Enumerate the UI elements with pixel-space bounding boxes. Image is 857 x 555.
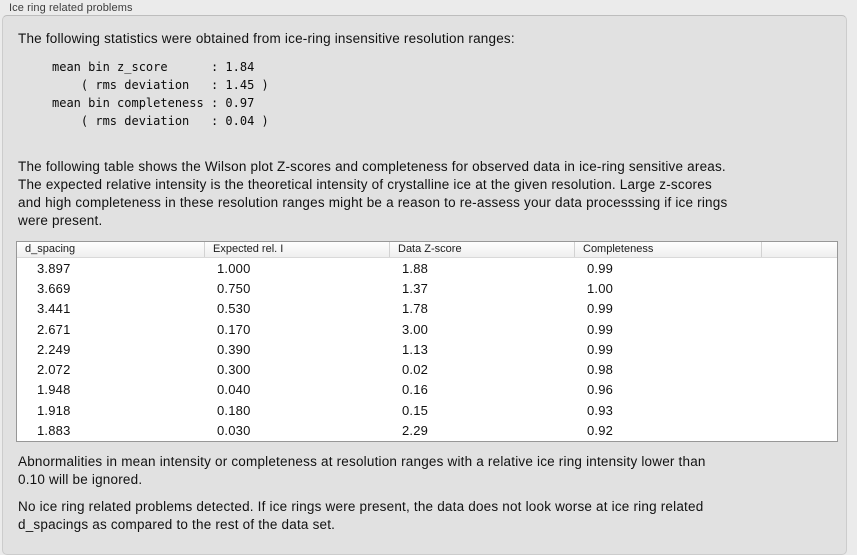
- cell: 1.88: [402, 260, 429, 276]
- cell: 0.92: [587, 423, 614, 439]
- stats-block: mean bin z_score : 1.84 ( rms deviation …: [52, 60, 269, 128]
- table-row[interactable]: 1.948 0.040 0.16 0.96: [17, 380, 837, 400]
- cell: 0.530: [217, 301, 251, 317]
- table-row[interactable]: 2.671 0.170 3.00 0.99: [17, 319, 837, 339]
- column-header-completeness[interactable]: Completeness: [574, 242, 761, 257]
- cell: 0.02: [402, 362, 429, 378]
- table-description: The following table shows the Wilson plo…: [18, 159, 728, 228]
- cell: 1.000: [217, 260, 251, 276]
- cell: 0.99: [587, 260, 614, 276]
- table-row[interactable]: 1.883 0.030 2.29 0.92: [17, 420, 837, 440]
- table-row[interactable]: 3.441 0.530 1.78 0.99: [17, 299, 837, 319]
- table-row[interactable]: 2.072 0.300 0.02 0.98: [17, 359, 837, 379]
- cell: 2.29: [402, 423, 429, 439]
- cell: 3.897: [37, 260, 71, 276]
- ice-ring-table: d_spacing Expected rel. I Data Z-score Comp…: [16, 241, 838, 442]
- column-header-data-z-score[interactable]: Data Z-score: [389, 242, 574, 257]
- intro-text: The following statistics were obtained f…: [18, 31, 515, 46]
- cell: 1.918: [37, 402, 71, 418]
- cell: 1.00: [587, 280, 614, 296]
- table-header-row: d_spacing Expected rel. I Data Z-score Comp…: [17, 242, 837, 258]
- cell: 0.180: [217, 402, 251, 418]
- cell: 0.390: [217, 341, 251, 357]
- cell: 0.96: [587, 382, 614, 398]
- cell: 0.170: [217, 321, 251, 337]
- cell: 1.948: [37, 382, 71, 398]
- cell: 2.671: [37, 321, 71, 337]
- cell: 1.37: [402, 280, 429, 296]
- cell: 0.040: [217, 382, 251, 398]
- cell: 1.883: [37, 423, 71, 439]
- cell: 0.750: [217, 280, 251, 296]
- cell: 3.441: [37, 301, 71, 317]
- table-row[interactable]: 1.918 0.180 0.15 0.93: [17, 400, 837, 420]
- cell: 0.15: [402, 402, 429, 418]
- table-row[interactable]: 3.897 1.000 1.88 0.99: [17, 258, 837, 278]
- cell: 0.99: [587, 301, 614, 317]
- ice-ring-panel: The following statistics were obtained f…: [2, 15, 847, 555]
- conclusion-text: No ice ring related problems detected. I…: [18, 498, 704, 532]
- ignore-note: Abnormalities in mean intensity or compl…: [18, 453, 706, 487]
- table-row[interactable]: 2.249 0.390 1.13 0.99: [17, 339, 837, 359]
- cell: 1.78: [402, 301, 429, 317]
- groupbox-title: Ice ring related problems: [9, 2, 133, 14]
- cell: 2.072: [37, 362, 71, 378]
- cell: 0.99: [587, 321, 614, 337]
- cell: 0.16: [402, 382, 429, 398]
- cell: 0.030: [217, 423, 251, 439]
- cell: 3.00: [402, 321, 429, 337]
- cell: 2.249: [37, 341, 71, 357]
- table-row[interactable]: 3.669 0.750 1.37 1.00: [17, 278, 837, 298]
- column-header-empty: [761, 242, 837, 257]
- cell: 0.93: [587, 402, 614, 418]
- column-header-d-spacing[interactable]: d_spacing: [25, 243, 76, 255]
- column-header-expected-rel-i[interactable]: Expected rel. I: [204, 242, 389, 257]
- table-body: 3.897 1.000 1.88 0.99 3.669 0.750 1.37 1.00 3.44…: [17, 258, 837, 441]
- cell: 3.669: [37, 280, 71, 296]
- cell: 0.98: [587, 362, 614, 378]
- cell: 0.99: [587, 341, 614, 357]
- cell: 0.300: [217, 362, 251, 378]
- cell: 1.13: [402, 341, 429, 357]
